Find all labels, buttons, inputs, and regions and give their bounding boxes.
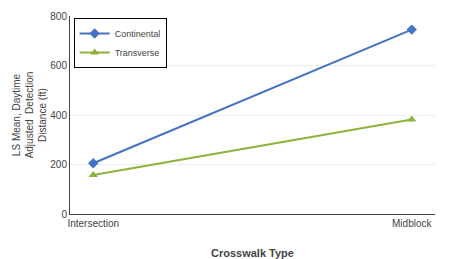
svg-text:0: 0 — [61, 209, 67, 220]
svg-text:Transverse: Transverse — [115, 48, 160, 58]
svg-text:400: 400 — [50, 110, 67, 121]
svg-text:800: 800 — [50, 11, 67, 22]
svg-text:Continental: Continental — [115, 29, 161, 39]
svg-text:Midblock: Midblock — [392, 218, 432, 229]
svg-text:600: 600 — [50, 60, 67, 71]
svg-text:Intersection: Intersection — [67, 218, 119, 229]
svg-text:200: 200 — [50, 159, 67, 170]
svg-text:LS Mean, DaytimeAdjusted Dete: LS Mean, DaytimeAdjusted DetectionDistan… — [11, 72, 48, 159]
svg-text:Crosswalk Type: Crosswalk Type — [211, 247, 294, 259]
